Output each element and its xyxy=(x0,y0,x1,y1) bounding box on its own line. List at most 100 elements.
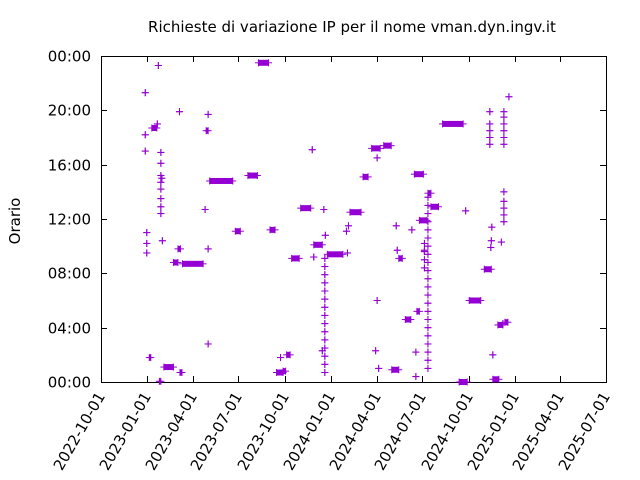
data-point xyxy=(279,367,290,375)
data-point xyxy=(310,253,318,261)
data-point xyxy=(201,205,209,213)
data-point xyxy=(204,110,212,118)
data-point xyxy=(157,148,165,156)
data-point xyxy=(321,360,329,368)
data-point xyxy=(424,226,432,234)
data-point xyxy=(141,131,149,139)
data-point xyxy=(174,245,184,253)
data-point xyxy=(321,352,329,360)
data-point xyxy=(424,250,432,258)
data-point xyxy=(395,254,406,262)
data-point xyxy=(157,203,165,211)
data-point xyxy=(424,307,432,315)
data-point xyxy=(323,250,347,258)
data-point xyxy=(500,197,508,205)
data-point xyxy=(500,188,508,196)
data-point xyxy=(321,295,329,303)
data-point xyxy=(424,291,432,299)
data-point xyxy=(346,208,365,216)
data-point xyxy=(489,375,503,383)
data-point xyxy=(277,354,285,362)
data-point xyxy=(321,311,329,319)
data-point xyxy=(154,62,162,70)
data-point xyxy=(420,264,428,272)
data-point xyxy=(359,173,372,181)
data-point xyxy=(392,222,400,230)
data-point xyxy=(254,59,272,67)
data-point xyxy=(487,237,495,245)
data-point xyxy=(489,351,497,359)
data-point xyxy=(500,120,508,128)
data-point xyxy=(420,239,428,247)
data-point xyxy=(500,218,508,226)
data-point xyxy=(424,324,432,332)
data-point xyxy=(424,242,432,250)
data-point xyxy=(343,249,351,257)
y-tick-label: 20:00 xyxy=(48,102,91,120)
data-point xyxy=(368,144,384,152)
data-point xyxy=(462,207,470,215)
data-point xyxy=(310,241,326,249)
data-point xyxy=(342,227,350,235)
data-point xyxy=(487,244,495,252)
data-points xyxy=(141,59,513,386)
data-point xyxy=(373,154,381,162)
data-point xyxy=(143,249,151,257)
data-point xyxy=(297,204,315,212)
y-tick-label: 16:00 xyxy=(48,157,91,175)
data-point xyxy=(153,120,161,128)
data-point xyxy=(413,307,423,315)
data-point xyxy=(157,178,165,186)
data-point xyxy=(321,344,329,352)
data-point xyxy=(141,89,149,97)
data-point xyxy=(424,340,432,348)
data-point xyxy=(424,258,432,266)
data-point xyxy=(465,297,485,304)
data-point xyxy=(157,210,165,218)
data-point xyxy=(497,238,505,246)
data-point xyxy=(393,246,401,254)
data-point xyxy=(148,124,161,132)
chart-title: Richieste di variazione IP per il nome v… xyxy=(148,18,556,36)
data-point xyxy=(500,134,508,141)
data-point xyxy=(439,120,467,128)
data-point xyxy=(204,340,212,348)
data-point xyxy=(145,354,155,362)
y-axis-label: Orario xyxy=(6,198,24,245)
data-point xyxy=(401,316,415,324)
data-point xyxy=(320,205,328,213)
data-point xyxy=(158,237,166,245)
data-point xyxy=(500,211,508,219)
data-point xyxy=(424,189,435,197)
data-point xyxy=(486,127,494,135)
data-point xyxy=(486,120,494,128)
data-point xyxy=(505,93,513,101)
data-point xyxy=(375,364,383,372)
data-point xyxy=(500,204,508,212)
data-point xyxy=(424,332,432,340)
plot-border xyxy=(101,56,607,383)
data-point xyxy=(321,287,329,295)
data-point xyxy=(424,218,432,226)
data-point xyxy=(486,140,494,148)
data-point xyxy=(424,275,432,283)
data-point xyxy=(372,347,380,355)
data-point xyxy=(175,108,183,116)
data-point xyxy=(373,297,381,304)
data-point xyxy=(178,260,207,268)
data-point xyxy=(410,170,427,178)
data-point xyxy=(321,336,329,344)
data-point xyxy=(308,146,316,154)
data-point xyxy=(176,368,186,376)
data-point xyxy=(202,127,212,135)
data-point xyxy=(500,127,508,135)
data-point xyxy=(424,299,432,307)
data-point xyxy=(321,328,329,336)
data-point xyxy=(480,265,495,273)
y-tick-label: 08:00 xyxy=(48,265,91,283)
data-point xyxy=(424,283,432,291)
data-point xyxy=(157,195,165,203)
data-point xyxy=(488,223,496,231)
data-point xyxy=(321,263,329,271)
